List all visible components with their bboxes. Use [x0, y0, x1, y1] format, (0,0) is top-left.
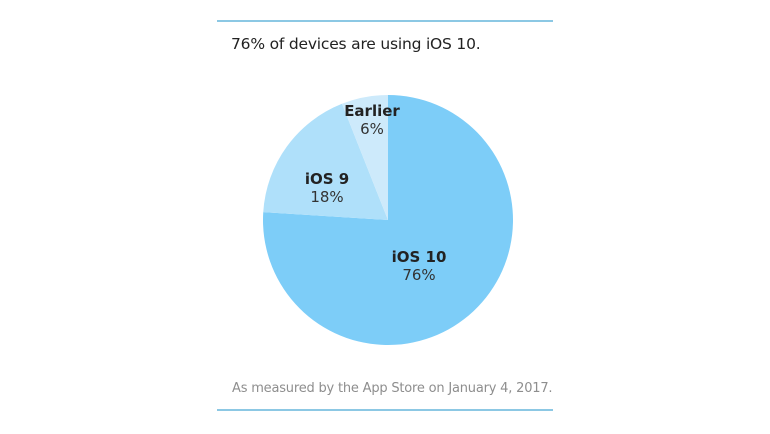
slice-label-ios10: iOS 10 76% — [392, 248, 447, 285]
slice-percent: 76% — [402, 266, 436, 284]
slice-label-ios9: iOS 9 18% — [305, 170, 349, 207]
top-divider — [217, 20, 553, 22]
slice-name: iOS 10 — [391, 248, 447, 266]
bottom-divider — [217, 409, 553, 411]
slice-label-earlier: Earlier 6% — [344, 102, 400, 139]
pie-slice-ios9 — [263, 103, 388, 220]
slice-name: iOS 9 — [304, 170, 350, 188]
pie-slice-earlier — [341, 95, 388, 220]
slice-name: Earlier — [344, 102, 400, 120]
slice-percent: 6% — [360, 120, 384, 138]
pie-slice-ios10 — [263, 95, 514, 345]
slice-percent: 18% — [310, 188, 344, 206]
chart-headline: 76% of devices are using iOS 10. — [231, 35, 481, 53]
chart-footnote: As measured by the App Store on January … — [232, 381, 553, 396]
